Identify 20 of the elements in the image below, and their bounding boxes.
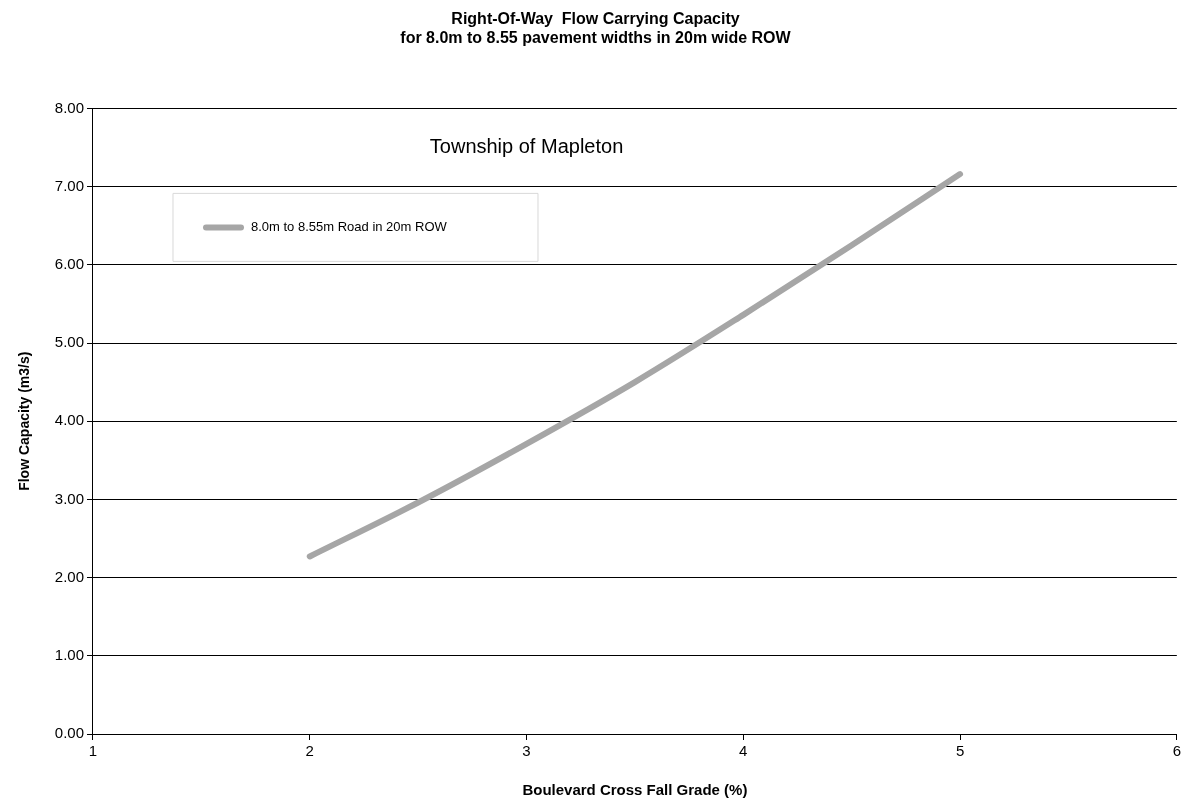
y-tick-label: 6.00	[54, 254, 84, 272]
x-tick-label: 5	[955, 742, 965, 760]
y-tick-label: 7.00	[54, 176, 84, 194]
annotation: Township of Mapleton	[429, 135, 624, 158]
x-tick-label: 1	[88, 742, 98, 760]
y-tick-label: 0.00	[54, 724, 84, 742]
y-tick-label: 1.00	[54, 645, 84, 663]
y-tick-label: 4.00	[54, 411, 84, 429]
x-tick-label: 2	[305, 742, 314, 760]
y-tick-label: 3.00	[54, 489, 84, 507]
y-tick-label: 5.00	[54, 333, 84, 351]
y-tick-label: 8.00	[54, 98, 84, 116]
y-tick-label: 2.00	[54, 567, 84, 585]
x-axis-title: Boulevard Cross Fall Grade (%)	[522, 781, 748, 799]
chart-title: Right-Of-Way Flow Carrying Capacity for 8.0m to 8.55 pavement widths in 20m wide ROW	[400, 10, 792, 47]
y-axis-title: Flow Capacity (m3/s)	[16, 351, 33, 491]
legend-label: 8.0m to 8.55m Road in 20m ROW	[250, 218, 448, 234]
x-tick-label: 3	[522, 742, 531, 760]
x-tick-label: 6	[1172, 742, 1181, 760]
x-tick-label: 4	[739, 742, 748, 760]
